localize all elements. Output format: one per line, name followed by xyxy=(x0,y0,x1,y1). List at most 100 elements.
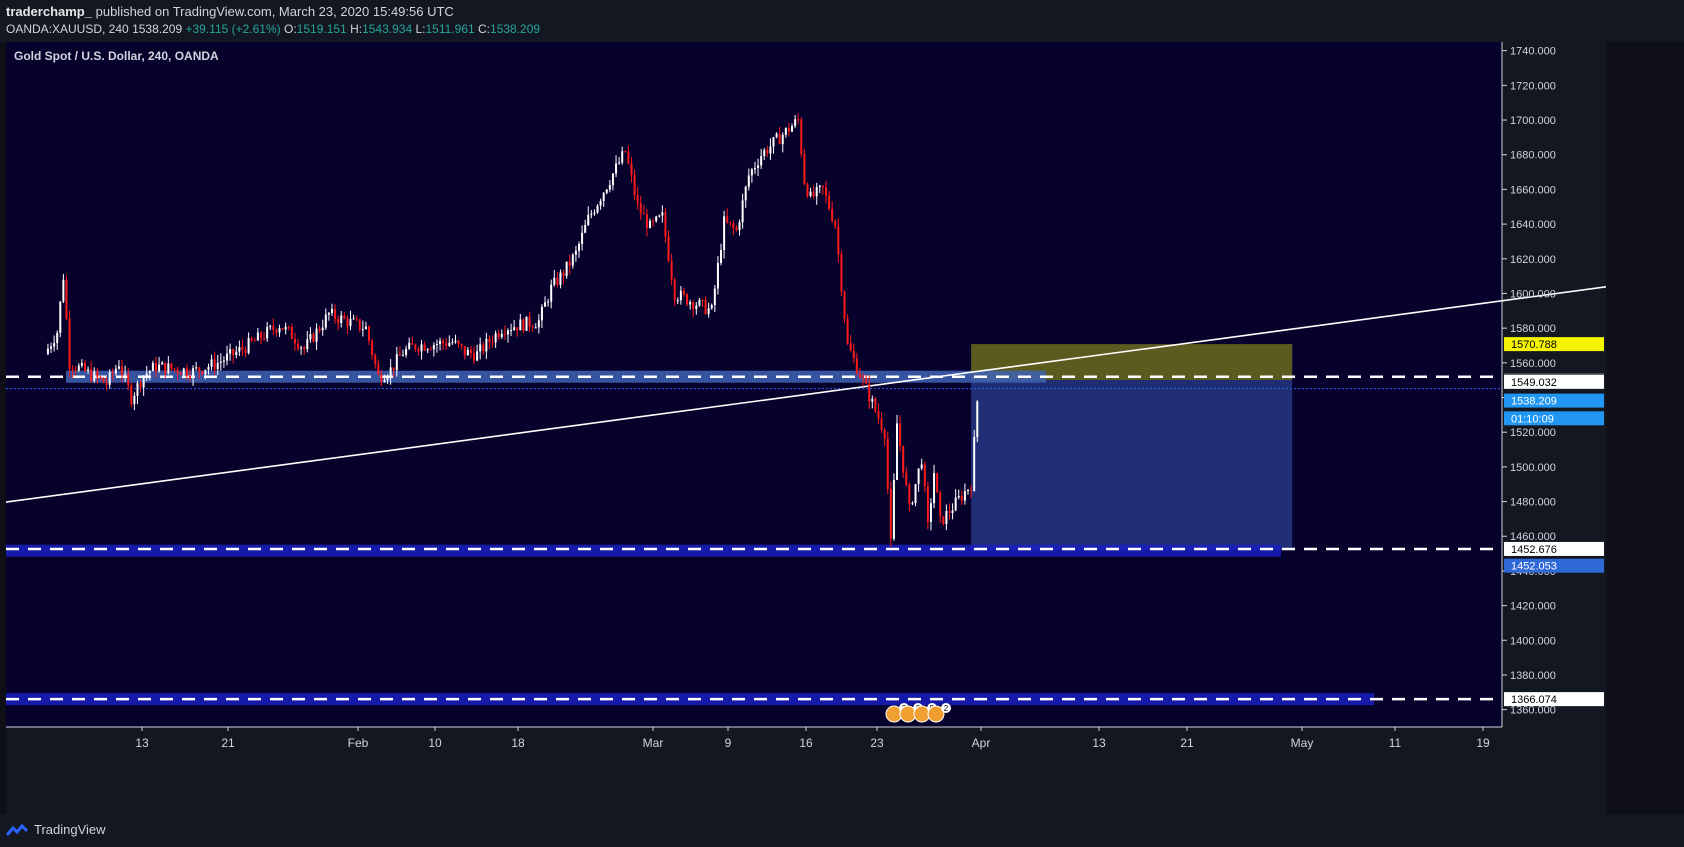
candle-body xyxy=(466,349,469,356)
candle-body xyxy=(596,205,599,213)
candle-body xyxy=(809,191,812,196)
footer-bar: TradingView xyxy=(0,814,1684,847)
chart-area[interactable]: Gold Spot / U.S. Dollar, 240, OANDA 1360.… xyxy=(0,42,1684,814)
candle-body xyxy=(408,342,411,349)
target-zone xyxy=(971,380,1293,551)
open-value: 1519.151 xyxy=(296,22,347,36)
candle-body xyxy=(630,163,633,175)
candle-body xyxy=(432,344,435,350)
time-tick-label: 21 xyxy=(221,736,235,750)
price-label-box xyxy=(1504,558,1604,573)
price-tick-label: 1520.000 xyxy=(1510,427,1556,439)
candle-body xyxy=(330,309,333,314)
candle-body xyxy=(164,362,167,374)
candle-body xyxy=(883,429,886,439)
price-tick-label: 1360.000 xyxy=(1510,705,1556,717)
candle-body xyxy=(627,151,630,164)
price-tick-label: 1400.000 xyxy=(1510,635,1556,647)
candle-body xyxy=(247,338,250,354)
symbol-name: OANDA:XAUUSD, 240 xyxy=(6,22,129,36)
price-tick-label: 1380.000 xyxy=(1510,670,1556,682)
candle-body xyxy=(698,299,701,306)
candle-body xyxy=(219,361,222,363)
candle-body xyxy=(710,304,713,309)
tradingview-logo[interactable]: TradingView xyxy=(6,822,106,837)
candle-body xyxy=(355,318,358,320)
price-label: 1570.788 xyxy=(1511,339,1557,351)
candle-body xyxy=(170,363,173,369)
low-value: 1511.961 xyxy=(425,22,475,36)
candle-body xyxy=(812,191,815,197)
candle-body xyxy=(942,516,945,525)
brand-label: TradingView xyxy=(34,822,106,837)
candle-body xyxy=(380,374,383,382)
candle-body xyxy=(550,284,553,302)
price-label-box xyxy=(1504,374,1604,389)
candle-body xyxy=(306,339,309,350)
candle-body xyxy=(303,347,306,350)
candle-body xyxy=(423,344,426,351)
candle-body xyxy=(173,368,176,370)
time-tick-label: May xyxy=(1291,736,1314,750)
candle-body xyxy=(102,378,105,383)
publish-header: traderchamp_ published on TradingView.co… xyxy=(0,0,1684,42)
candle-body xyxy=(547,301,550,303)
candle-body xyxy=(114,368,117,374)
price-tick-label: 1500.000 xyxy=(1510,462,1556,474)
candle-body xyxy=(244,349,247,354)
candle-body xyxy=(343,315,346,319)
candle-body xyxy=(584,224,587,233)
candle-body xyxy=(880,418,883,430)
candle-body xyxy=(639,203,642,214)
time-axis xyxy=(6,727,1502,814)
candle-body xyxy=(105,382,108,385)
candle-body xyxy=(361,329,364,331)
candle-body xyxy=(824,186,827,196)
candle-body xyxy=(389,367,392,378)
candle-body xyxy=(837,226,840,255)
author-name[interactable]: traderchamp_ xyxy=(6,4,92,19)
candle-body xyxy=(297,343,300,349)
candle-body xyxy=(395,354,398,371)
tradingview-icon xyxy=(6,823,28,836)
candlestick-chart[interactable]: Gold Spot / U.S. Dollar, 240, OANDA 1360.… xyxy=(0,42,1684,814)
candle-body xyxy=(56,332,59,344)
candle-body xyxy=(892,479,895,539)
price-tick-label: 1680.000 xyxy=(1510,150,1556,162)
candle-body xyxy=(195,367,198,369)
candle-body xyxy=(757,165,760,169)
candle-body xyxy=(911,503,914,505)
candle-body xyxy=(275,329,278,333)
time-tick-label: Feb xyxy=(348,736,369,750)
candle-body xyxy=(568,261,571,266)
candle-body xyxy=(951,510,954,514)
candle-body xyxy=(608,185,611,190)
candle-body xyxy=(216,362,219,370)
candle-body xyxy=(559,272,562,285)
candle-body xyxy=(525,316,528,331)
candle-body xyxy=(315,328,318,342)
candle-body xyxy=(581,232,584,245)
candle-body xyxy=(846,318,849,344)
candle-body xyxy=(611,173,614,186)
candle-body xyxy=(649,220,651,228)
event-flag-icon xyxy=(927,705,945,723)
candle-body xyxy=(479,344,482,352)
symbol-line: OANDA:XAUUSD, 240 1538.209 +39.115 (+2.6… xyxy=(6,22,540,36)
candle-body xyxy=(670,260,673,280)
candle-body xyxy=(327,313,330,315)
candle-body xyxy=(488,338,491,343)
candle-body xyxy=(445,343,448,346)
candle-body xyxy=(908,484,911,504)
event-count-badge xyxy=(941,703,951,713)
candle-body xyxy=(695,305,698,310)
candle-body xyxy=(593,212,596,214)
candle-body xyxy=(775,133,778,138)
candle-body xyxy=(877,411,880,419)
candle-body xyxy=(902,445,905,473)
candle-body xyxy=(226,353,229,361)
candle-body xyxy=(874,398,877,412)
time-tick-label: Apr xyxy=(972,736,991,750)
candle-body xyxy=(417,349,420,352)
candle-body xyxy=(71,369,74,371)
